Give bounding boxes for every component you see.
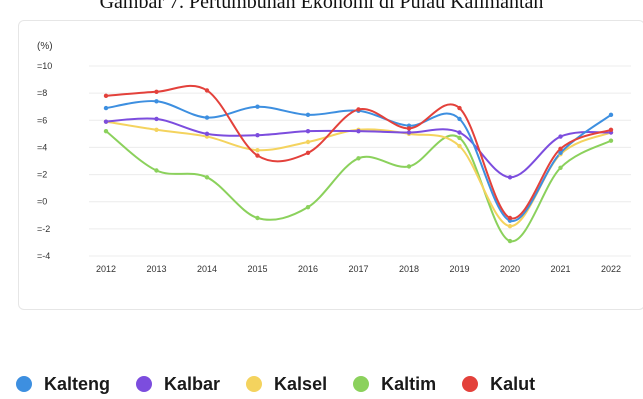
legend-item-kalsel: Kalsel	[246, 374, 327, 395]
y-tick-label: =10	[37, 61, 52, 71]
data-point-kalteng	[204, 115, 210, 120]
legend-item-kalbar: Kalbar	[136, 374, 220, 395]
x-tick-label: 2017	[348, 264, 368, 274]
legend-swatch	[353, 376, 370, 392]
data-point-kalbar	[305, 128, 311, 134]
data-point-kalbar	[507, 175, 513, 180]
y-tick-label: =8	[37, 88, 47, 98]
data-point-kalbar	[255, 133, 260, 138]
legend-swatch	[462, 376, 479, 392]
x-tick-label: 2015	[247, 264, 267, 274]
figure-caption: Gambar 7. Pertumbuhan Ekonomi di Pulau K…	[99, 0, 544, 13]
series-line-kaltim	[105, 130, 612, 243]
data-point-kalut	[457, 105, 462, 111]
data-point-kalsel	[507, 223, 513, 229]
data-point-kalsel	[154, 127, 159, 132]
data-point-kalut	[406, 126, 412, 131]
data-point-kaltim	[608, 138, 614, 143]
data-point-kalteng	[608, 112, 614, 118]
data-point-kaltim	[305, 204, 311, 210]
data-point-kaltim	[406, 164, 412, 169]
data-point-kalut	[608, 127, 614, 132]
data-point-kalteng	[255, 104, 260, 109]
y-tick-label: =6	[37, 115, 47, 125]
legend-swatch	[246, 376, 263, 392]
y-axis-label: (%)	[37, 41, 53, 52]
data-point-kalbar	[154, 116, 159, 122]
legend-swatch	[16, 376, 32, 392]
data-point-kalut	[356, 107, 361, 112]
legend-label: Kalsel	[274, 373, 328, 394]
data-point-kalbar	[406, 130, 412, 135]
legend-label: Kalteng	[44, 373, 111, 394]
chart-legend: Kalteng Kalbar Kalsel Kaltim Kalut	[16, 370, 535, 398]
data-point-kaltim	[103, 128, 109, 134]
data-point-kaltim	[204, 175, 210, 180]
y-tick-label: =-4	[37, 251, 50, 261]
y-tick-label: =0	[37, 197, 47, 207]
data-point-kalut	[558, 146, 563, 151]
legend-item-kalut: Kalut	[462, 374, 535, 395]
data-point-kalut	[255, 153, 260, 158]
x-tick-label: 2012	[96, 264, 116, 274]
data-point-kaltim	[255, 215, 260, 221]
data-point-kaltim	[356, 156, 361, 161]
data-point-kalut	[154, 89, 159, 94]
line-chart: (%) =10 =8 =6 =4 =2 =0 =-2 =-4 2012 2013 2014 2015…	[37, 41, 631, 274]
x-tick-label: 2020	[500, 264, 520, 274]
data-point-kalbar	[356, 128, 361, 134]
data-point-kalbar	[457, 130, 462, 135]
x-tick-label: 2018	[399, 264, 419, 274]
series-points	[103, 88, 614, 244]
legend-label: Kalut	[490, 373, 536, 394]
x-tick-label: 2022	[601, 264, 621, 274]
data-point-kaltim	[558, 165, 563, 170]
data-point-kalbar	[558, 134, 563, 139]
series-line-kalut	[105, 84, 612, 220]
data-point-kalteng	[103, 105, 109, 111]
x-tick-label: 2014	[197, 264, 217, 274]
x-tick-label: 2021	[550, 264, 570, 274]
data-point-kaltim	[154, 168, 159, 173]
legend-label: Kaltim	[381, 373, 437, 394]
legend-item-kaltim: Kaltim	[353, 374, 436, 395]
grid-layer	[89, 65, 631, 257]
series-line-kalteng	[105, 100, 612, 222]
y-tick-label: =4	[37, 142, 47, 152]
y-tick-label: =2	[37, 170, 47, 180]
legend-label: Kalbar	[164, 373, 221, 394]
chart-panel: (%) =10 =8 =6 =4 =2 =0 =-2 =-4 2012 2013 2014 2015…	[18, 20, 643, 310]
data-point-kalteng	[457, 116, 462, 122]
y-tick-labels: =10 =8 =6 =4 =2 =0 =-2 =-4	[37, 61, 52, 261]
data-point-kalsel	[457, 143, 462, 149]
x-tick-labels: 2012 2013 2014 2015 2016 2017 2018 2019 2020 2021…	[96, 264, 621, 274]
data-point-kalsel	[305, 139, 311, 145]
data-point-kaltim	[457, 135, 462, 141]
data-point-kalbar	[204, 131, 210, 137]
data-point-kalut	[305, 150, 311, 156]
data-point-kalsel	[255, 147, 260, 153]
data-point-kalut	[103, 93, 109, 99]
x-tick-label: 2013	[146, 264, 166, 274]
x-tick-label: 2019	[449, 264, 469, 274]
data-point-kalbar	[103, 119, 109, 124]
legend-item-kalteng: Kalteng	[16, 374, 110, 395]
data-point-kalteng	[305, 112, 311, 118]
data-point-kalteng	[558, 150, 563, 156]
data-point-kalut	[507, 215, 513, 221]
y-tick-label: =-2	[37, 224, 50, 234]
data-point-kaltim	[507, 238, 513, 244]
data-point-kalteng	[154, 99, 159, 104]
legend-swatch	[136, 376, 153, 392]
series-lines	[105, 84, 612, 243]
data-point-kalut	[204, 88, 210, 93]
x-tick-label: 2016	[298, 264, 318, 274]
